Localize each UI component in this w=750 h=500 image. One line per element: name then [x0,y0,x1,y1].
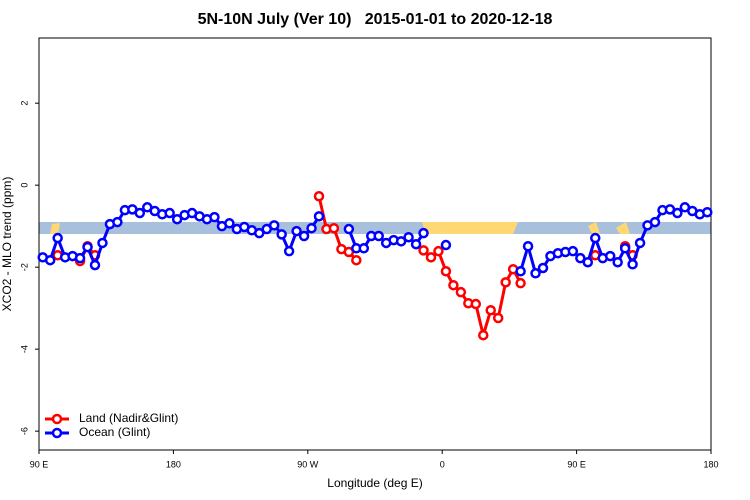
data-point [649,216,661,228]
data-point [291,225,302,237]
data-point [619,243,631,254]
x-tick-label: 90 E [567,459,586,469]
data-point [403,231,414,243]
data-point [567,245,579,257]
x-tick-label: 0 [440,459,445,469]
land-strip [50,223,60,234]
y-tick-label: -2 [19,263,29,271]
data-point [276,229,287,240]
data-point [82,241,93,253]
x-tick-label: 180 [703,459,718,469]
data-point [440,239,452,251]
ocean-strip [39,222,711,234]
y-axis-label: XCO2 - MLO trend (ppm) [0,177,14,312]
data-point [209,211,220,223]
data-point [306,222,317,234]
data-point [515,277,526,289]
data-point [224,218,235,229]
data-point [485,304,496,316]
data-point [634,237,646,249]
data-point [74,252,86,264]
data-point [418,245,429,256]
data-point [425,252,437,263]
data-point [351,254,362,266]
data-point [171,213,183,225]
land-strip [616,222,630,234]
data-point [343,223,355,235]
chart-title: 5N-10N July (Ver 10) 2015-01-01 to 2020-… [198,11,553,28]
data-point [254,227,265,239]
data-point [604,250,616,262]
data-point [612,256,623,268]
data-point [672,207,683,219]
data-point [328,222,340,234]
data-point [492,312,504,324]
data-point [500,277,511,288]
land-strip [422,222,518,234]
data-point [702,206,713,218]
data-point [440,266,452,277]
y-tick-label: 0 [19,183,29,188]
x-tick-label: 90 W [297,459,319,469]
data-point [410,238,422,250]
data-point [470,298,482,310]
data-point [455,286,467,298]
data-point [590,232,601,244]
y-tick-label: 2 [19,101,29,106]
legend-marker [51,427,63,439]
data-point [575,252,586,264]
data-point [433,245,444,257]
y-tick-label: -4 [19,345,29,353]
data-point [44,254,56,266]
legend-label: Land (Nadir&Glint) [79,411,178,425]
data-point [515,266,526,277]
legend-marker [51,413,63,425]
plot-frame [38,37,712,451]
data-point [448,279,459,291]
data-point [313,211,325,222]
data-point [313,190,325,202]
data-point [373,230,384,242]
data-point [395,236,407,247]
series [37,202,713,279]
data-point [358,243,370,254]
data-point [52,232,63,244]
land-strip [588,222,600,234]
data-point [418,227,429,239]
data-point [530,268,541,279]
map-strip [39,222,711,234]
data-point [134,207,146,219]
x-axis-label: Longitude (deg E) [327,476,422,490]
data-point [298,230,310,242]
data-point [582,256,594,268]
data-point [478,329,489,341]
data-point [537,262,549,274]
data-point [112,216,123,228]
data-point [283,245,295,257]
x-tick-label: 90 E [30,459,49,469]
x-tick-label: 180 [166,459,181,469]
data-point [522,241,534,252]
data-point [627,259,638,270]
legend-label: Ocean (Glint) [79,425,150,439]
data-point [97,237,108,249]
data-point [268,220,280,231]
y-tick-label: -6 [19,427,29,435]
data-point [89,259,101,271]
data-point [164,207,175,219]
